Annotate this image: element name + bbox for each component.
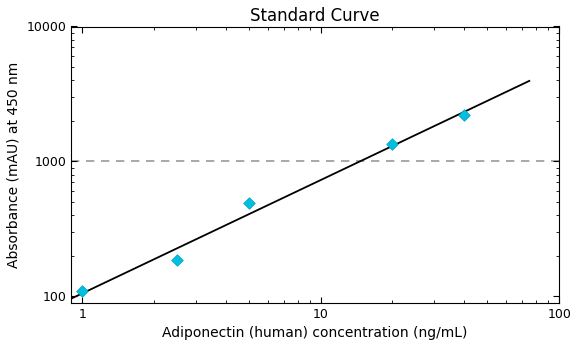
Point [77, 288, 87, 294]
Title: Standard Curve: Standard Curve [250, 7, 380, 25]
X-axis label: Adiponectin (human) concentration (ng/mL): Adiponectin (human) concentration (ng/mL… [162, 326, 468, 340]
Point [460, 112, 469, 118]
Point [388, 141, 397, 147]
Point [244, 201, 254, 206]
Point [172, 257, 181, 263]
Y-axis label: Absorbance (mAU) at 450 nm: Absorbance (mAU) at 450 nm [7, 61, 21, 268]
